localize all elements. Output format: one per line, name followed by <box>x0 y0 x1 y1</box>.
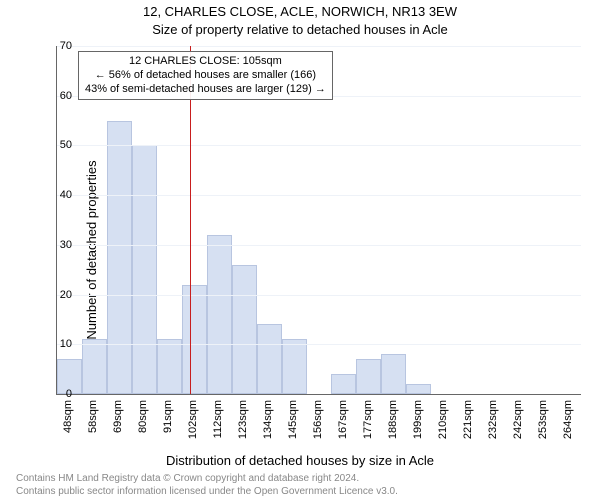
annotation-line: ← 56% of detached houses are smaller (16… <box>85 69 326 83</box>
chart-title-line1: 12, CHARLES CLOSE, ACLE, NORWICH, NR13 3… <box>0 4 600 19</box>
plot-area: 12 CHARLES CLOSE: 105sqm← 56% of detache… <box>56 46 581 395</box>
histogram-bar <box>157 339 182 394</box>
footer-line1: Contains HM Land Registry data © Crown c… <box>16 473 584 486</box>
chart-title-line2: Size of property relative to detached ho… <box>0 22 600 37</box>
x-tick: 156sqm <box>312 400 324 439</box>
gridline <box>57 195 581 196</box>
gridline <box>57 295 581 296</box>
x-tick: 210sqm <box>437 400 449 439</box>
histogram-bar <box>257 324 282 394</box>
gridline <box>57 245 581 246</box>
x-tick: 58sqm <box>87 400 99 433</box>
x-tick: 123sqm <box>237 400 249 439</box>
x-tick: 199sqm <box>412 400 424 439</box>
chart-container: 12, CHARLES CLOSE, ACLE, NORWICH, NR13 3… <box>0 0 600 500</box>
histogram-bar <box>282 339 307 394</box>
x-tick: 134sqm <box>262 400 274 439</box>
x-tick: 112sqm <box>212 400 224 438</box>
histogram-bar <box>331 374 356 394</box>
histogram-bar <box>107 121 132 394</box>
gridline <box>57 46 581 47</box>
annotation-line: 43% of semi-detached houses are larger (… <box>85 83 326 97</box>
x-tick: 102sqm <box>187 400 199 439</box>
x-tick: 167sqm <box>337 400 349 439</box>
y-tick: 0 <box>50 388 72 400</box>
x-axis-label: Distribution of detached houses by size … <box>0 453 600 468</box>
x-tick: 242sqm <box>512 400 524 439</box>
histogram-bar <box>82 339 107 394</box>
x-tick: 232sqm <box>487 400 499 439</box>
x-tick: 188sqm <box>387 400 399 439</box>
y-tick: 40 <box>50 189 72 201</box>
x-tick: 48sqm <box>62 400 74 433</box>
x-tick: 69sqm <box>112 400 124 433</box>
histogram-bar <box>232 265 257 394</box>
gridline <box>57 344 581 345</box>
x-tick: 221sqm <box>462 400 474 439</box>
annotation-box: 12 CHARLES CLOSE: 105sqm← 56% of detache… <box>78 51 333 100</box>
y-tick: 70 <box>50 40 72 52</box>
footer-attribution: Contains HM Land Registry data © Crown c… <box>16 473 584 498</box>
histogram-bar <box>406 384 431 394</box>
x-tick: 145sqm <box>287 400 299 439</box>
x-tick: 264sqm <box>562 400 574 439</box>
x-tick: 177sqm <box>362 400 374 439</box>
x-tick: 91sqm <box>162 400 174 433</box>
x-tick: 80sqm <box>137 400 149 433</box>
histogram-bar <box>132 145 157 394</box>
y-tick: 60 <box>50 90 72 102</box>
footer-line2: Contains public sector information licen… <box>16 486 584 499</box>
y-tick: 10 <box>50 338 72 350</box>
histogram-bar <box>207 235 232 394</box>
y-tick: 30 <box>50 239 72 251</box>
annotation-line: 12 CHARLES CLOSE: 105sqm <box>85 55 326 69</box>
histogram-bar <box>381 354 406 394</box>
histogram-bar <box>356 359 381 394</box>
gridline <box>57 145 581 146</box>
x-tick: 253sqm <box>537 400 549 439</box>
y-tick: 20 <box>50 289 72 301</box>
histogram-bar <box>182 285 207 394</box>
y-tick: 50 <box>50 139 72 151</box>
